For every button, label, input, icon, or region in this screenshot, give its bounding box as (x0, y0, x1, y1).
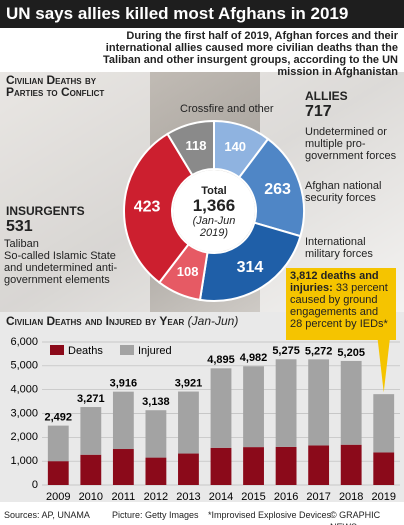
x-tick-label: 2019 (371, 491, 395, 503)
group-value: 717 (305, 103, 332, 120)
bar-segment (178, 453, 199, 485)
group-name: ALLIES (305, 89, 348, 103)
callout-pointer (377, 340, 390, 393)
bar-segment (373, 394, 395, 453)
y-tick-label: 2,000 (10, 431, 38, 443)
legend-swatch (50, 345, 64, 355)
total-title: Total (201, 185, 227, 197)
bar-segment (145, 457, 167, 485)
segment-value: 423 (134, 199, 161, 216)
x-tick-label: 2011 (112, 491, 136, 503)
bar-segment (80, 407, 102, 455)
bar-title: Civilian Deaths and Injured by Year (Jan… (6, 315, 238, 327)
total-label: 3,921 (175, 377, 203, 389)
total-value: 1,366 (192, 196, 236, 215)
group-value: 531 (6, 218, 33, 235)
segment-value: 314 (237, 259, 264, 276)
segment-label: Afghan national security forces (305, 180, 382, 204)
bar-subtitle: (Jan-Jun) (187, 314, 239, 328)
segment-value: 263 (264, 181, 291, 198)
bar-segment (373, 452, 395, 485)
sources: Sources: AP, UNAMA (4, 510, 90, 520)
y-tick-label: 0 (32, 479, 38, 491)
bar-segment (210, 368, 232, 448)
y-tick-label: 6,000 (10, 336, 38, 348)
x-tick-label: 2017 (306, 491, 330, 503)
bar-segment (47, 461, 69, 485)
callout-title: 3,812 deaths and injuries: (290, 270, 379, 294)
total-label: 5,205 (337, 347, 365, 359)
group-name: INSURGENTS (6, 204, 85, 218)
x-tick-label: 2015 (241, 491, 265, 503)
bar-segment (308, 445, 330, 485)
bar-segment (47, 425, 69, 462)
total-label: 5,272 (305, 345, 333, 357)
x-tick-label: 2014 (209, 491, 233, 503)
subtitle: During the first half of 2019, Afghan fo… (103, 30, 398, 78)
bar-title-text: Civilian Deaths and Injured by Year (6, 314, 185, 328)
credit: © GRAPHIC NEWS (330, 510, 381, 525)
segment-label: Taliban (4, 238, 39, 250)
picture-credit: Picture: Getty Images (112, 510, 199, 520)
bar-segment (308, 359, 330, 446)
x-tick-label: 2013 (176, 491, 200, 503)
x-tick-label: 2010 (79, 491, 103, 503)
footnote: *Improvised Explosive Devices (208, 510, 332, 520)
segment-label: International military forces (305, 236, 373, 260)
y-tick-label: 4,000 (10, 384, 38, 396)
bar-segment (243, 366, 264, 448)
bar-segment (112, 449, 134, 485)
bar-segment (112, 391, 134, 450)
bar-segment (340, 444, 362, 485)
donut-center: Total 1,366 (Jan-Jun 2019) (175, 185, 253, 239)
segment-value: 118 (186, 138, 207, 153)
donut-segment (123, 132, 194, 284)
total-label: 3,271 (77, 393, 105, 405)
bar-segment (275, 446, 297, 485)
x-tick-label: 2012 (144, 491, 168, 503)
segment-value: 108 (177, 264, 199, 279)
bar-segment (243, 447, 264, 485)
total-label: 3,916 (110, 378, 138, 390)
total-note: (Jan-Jun 2019) (192, 215, 236, 239)
bar-segment (80, 454, 102, 485)
y-tick-label: 5,000 (10, 360, 38, 372)
total-label: 5,275 (272, 345, 300, 357)
callout-text: 33 percent caused by ground engagements … (290, 282, 388, 330)
bar-segment (145, 410, 167, 458)
title: UN says allies killed most Afghans in 20… (6, 4, 349, 23)
legend-label: Injured (138, 345, 172, 357)
x-tick-label: 2009 (46, 491, 70, 503)
title-bar (0, 0, 404, 28)
y-tick-label: 1,000 (10, 455, 38, 467)
bar-segment (210, 447, 232, 485)
x-tick-label: 2018 (339, 491, 363, 503)
x-tick-label: 2016 (274, 491, 298, 503)
bar-segment (340, 360, 362, 445)
bar-segment (178, 391, 199, 454)
bar-segment (275, 359, 297, 447)
legend-label: Deaths (68, 345, 103, 357)
donut-segment (198, 221, 302, 302)
y-tick-label: 3,000 (10, 407, 38, 419)
donut-hole (173, 170, 255, 252)
callout: 3,812 deaths and injuries: 33 percent ca… (286, 268, 396, 340)
total-label: 3,138 (142, 396, 170, 408)
total-label: 2,492 (45, 412, 73, 424)
donut-title: Civilian Deaths by Parties to Conflict (6, 73, 105, 99)
segment-label: So-called Islamic State and undetermined… (4, 250, 118, 286)
segment-value: 140 (224, 139, 246, 154)
segment-label: Crossfire and other (180, 103, 274, 115)
segment-label: Undetermined or multiple pro-government … (305, 126, 397, 162)
total-label: 4,982 (240, 352, 268, 364)
total-label: 4,895 (207, 354, 235, 366)
donut-segment (166, 119, 215, 177)
legend-swatch (120, 345, 134, 355)
